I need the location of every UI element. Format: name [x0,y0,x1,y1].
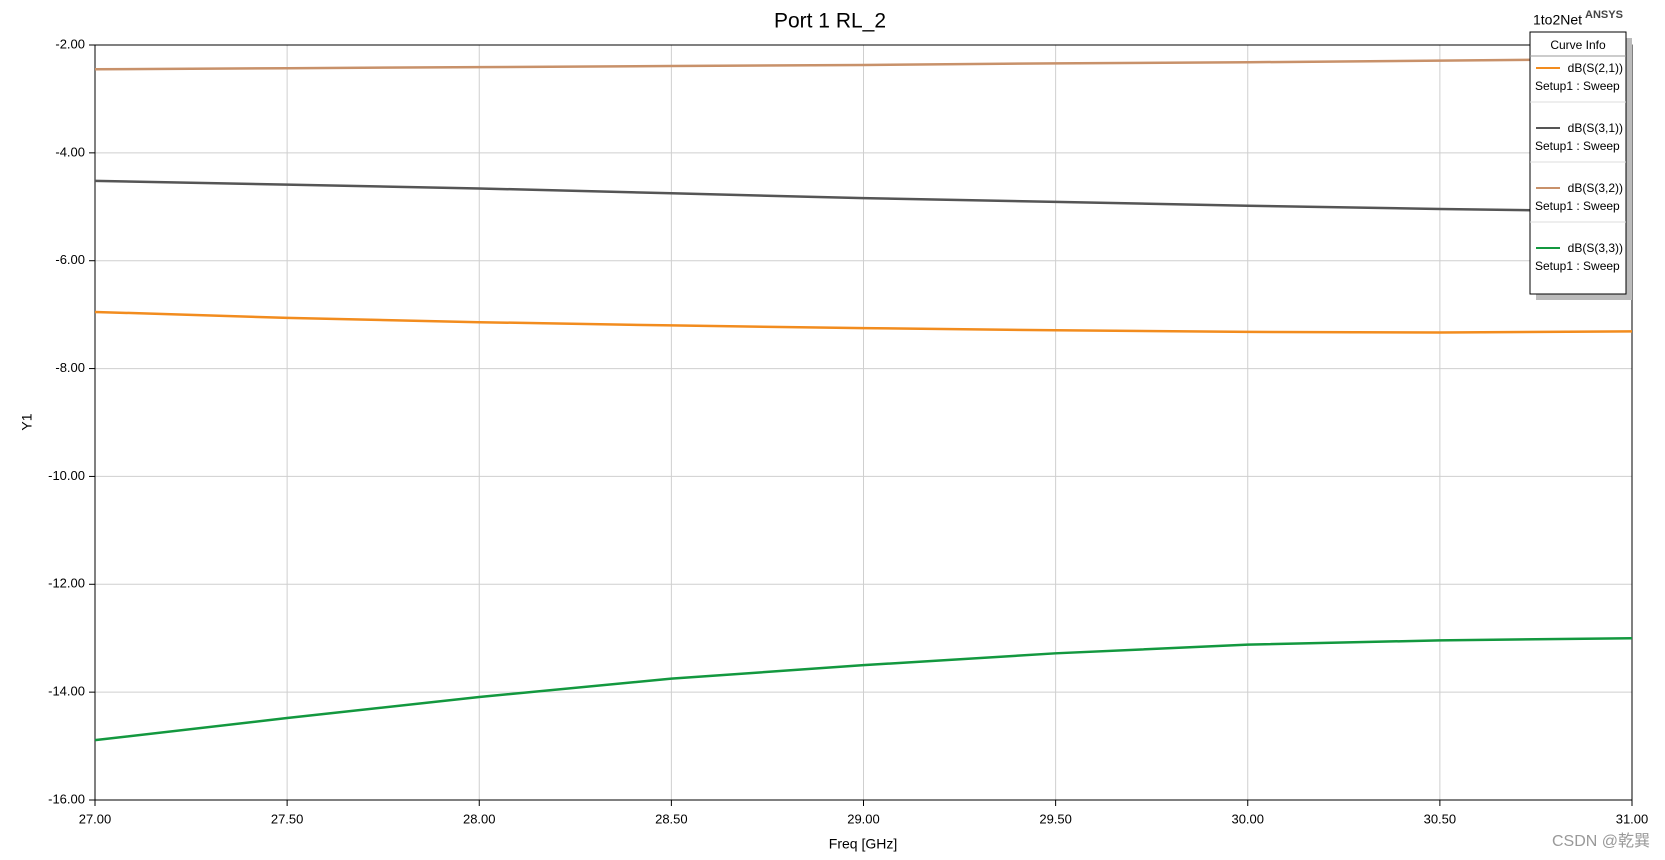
y-tick-label: -12.00 [48,576,85,591]
chart-title: Port 1 RL_2 [774,10,886,33]
y-tick-label: -2.00 [55,36,85,51]
x-tick-label: 29.00 [847,811,880,826]
y-tick-label: -6.00 [55,252,85,267]
y-tick-label: -16.00 [48,791,85,806]
x-tick-label: 28.50 [655,811,688,826]
x-tick-label: 30.50 [1424,811,1457,826]
x-tick-label: 31.00 [1616,811,1649,826]
series-line [94,57,1633,71]
legend-setup: Setup1 : Sweep [1535,139,1620,153]
y-tick-label: -4.00 [55,144,85,159]
x-tick-label: 29.50 [1039,811,1072,826]
series-line [94,310,1633,334]
brand: ANSYS [1585,9,1623,21]
y-axis-label: Y1 [19,413,35,430]
watermark: CSDN @乾巽 [1552,832,1650,850]
y-tick-label: -14.00 [48,684,85,699]
legend-setup: Setup1 : Sweep [1535,199,1620,213]
legend-title: Curve Info [1550,38,1606,52]
x-tick-label: 27.50 [271,811,304,826]
plot-frame [94,44,1633,801]
legend-setup: Setup1 : Sweep [1535,259,1620,273]
legend-setup: Setup1 : Sweep [1535,79,1620,93]
series-line [94,179,1633,213]
legend-label: dB(S(3,3)) [1568,241,1623,255]
legend-label: dB(S(3,1)) [1568,121,1623,135]
x-tick-label: 30.00 [1231,811,1264,826]
project-name: 1to2Net [1533,12,1582,28]
x-axis-label: Freq [GHz] [829,836,897,852]
legend-label: dB(S(3,2)) [1568,181,1623,195]
x-tick-label: 28.00 [463,811,496,826]
x-tick-label: 27.00 [79,811,112,826]
legend-label: dB(S(2,1)) [1568,61,1623,75]
legend [1529,31,1627,295]
series-line [94,636,1633,742]
y-tick-label: -8.00 [55,360,85,375]
y-tick-label: -10.00 [48,468,85,483]
